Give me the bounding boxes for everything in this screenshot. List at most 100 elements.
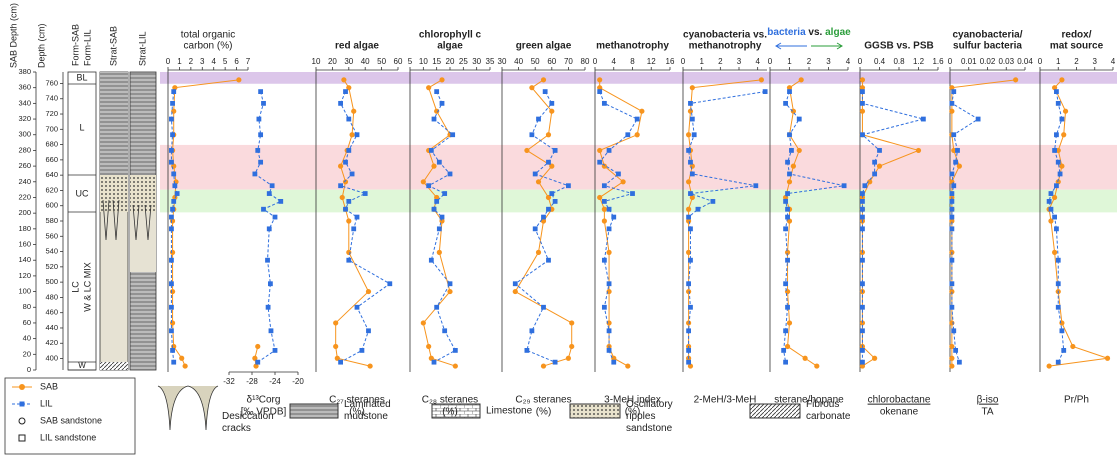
x-tick-label: 1.6: [932, 57, 944, 66]
sab-point: [170, 250, 175, 255]
lil-point: [787, 132, 792, 137]
lil-point: [566, 183, 571, 188]
lil-point: [872, 172, 877, 177]
sab-line: [952, 80, 1016, 366]
sab-point: [529, 85, 534, 90]
lil-point: [688, 258, 693, 263]
x-tick-label: 0.02: [980, 57, 996, 66]
figure: 0204060801001201401601802002202402602803…: [0, 0, 1117, 459]
lil-point: [951, 132, 956, 137]
x-tick-label: 0.4: [874, 57, 886, 66]
lil-point: [602, 199, 607, 204]
lil-point: [541, 215, 546, 220]
lil-point: [338, 183, 343, 188]
x-axis-label: C₂₉ steranes: [515, 395, 571, 406]
sab-point: [431, 164, 436, 169]
y2-tick-label: 680: [45, 140, 58, 149]
sab-point: [569, 320, 574, 325]
x-tick-label: 1: [1056, 57, 1061, 66]
y-tick-label: 260: [18, 161, 31, 170]
lil-point: [270, 183, 275, 188]
sab-point: [536, 250, 541, 255]
panel-title: sulfur bacteria: [953, 41, 1022, 52]
lil-point: [343, 207, 348, 212]
lil-point: [175, 191, 180, 196]
lil-point: [602, 101, 607, 106]
lil-point: [688, 226, 693, 231]
lil-point: [426, 183, 431, 188]
lil-point: [602, 258, 607, 263]
x-tick-label: 0.8: [893, 57, 905, 66]
lithology-legend: [5, 378, 800, 454]
formation-label: L: [79, 122, 84, 132]
sab-point: [791, 164, 796, 169]
lil-point: [432, 117, 437, 122]
lil-point: [1061, 348, 1066, 353]
legend-label: SAB sandstone: [40, 415, 102, 425]
x-tick-label: 1: [787, 57, 792, 66]
lil-point: [860, 191, 865, 196]
sab-point: [170, 320, 175, 325]
sab-point: [797, 148, 802, 153]
lil-point: [267, 191, 272, 196]
lil-line: [689, 92, 766, 363]
sab-point: [686, 320, 691, 325]
x-tick-label: 60: [394, 57, 403, 66]
lil-point: [1056, 305, 1061, 310]
lil-point: [553, 199, 558, 204]
sab-point: [183, 363, 188, 368]
x-tick-label: -32: [223, 377, 235, 386]
lithology-word: Desiccation: [222, 411, 274, 422]
lil-point: [783, 101, 788, 106]
lil-point: [265, 258, 270, 263]
y-tick-label: 240: [18, 177, 31, 186]
x-axis-label: β-iso: [977, 395, 999, 406]
lil-point: [434, 199, 439, 204]
lil-point: [862, 183, 867, 188]
lil-point: [255, 360, 260, 365]
sab-point: [536, 179, 541, 184]
sab-point: [333, 320, 338, 325]
lil-point: [607, 207, 612, 212]
x-axis-label: chlorobactane: [868, 395, 931, 406]
x-axis-label: TA: [981, 407, 993, 418]
lil-point: [171, 89, 176, 94]
x-tick-label: 0: [948, 57, 953, 66]
lil-point: [355, 215, 360, 220]
lithology-label: Desiccationcracks: [222, 411, 274, 434]
lil-point: [169, 258, 174, 263]
lil-line: [952, 92, 978, 363]
lil-point: [1056, 360, 1061, 365]
lil-point: [170, 132, 175, 137]
sab-point: [1105, 356, 1110, 361]
x-tick-label: 0: [768, 57, 773, 66]
y-tick-label: 300: [18, 130, 31, 139]
lil-point: [949, 226, 954, 231]
lil-point: [949, 199, 954, 204]
lil-point: [607, 281, 612, 286]
x-tick-label: 12: [647, 57, 656, 66]
y-tick-label: 380: [18, 67, 31, 76]
lil-point: [1056, 258, 1061, 263]
lil-point: [789, 148, 794, 153]
lil-point: [448, 281, 453, 286]
zone-band: [160, 145, 1117, 190]
lil-point: [442, 328, 447, 333]
lil-point: [258, 89, 263, 94]
x-axis-label: δ¹³Corg: [247, 395, 281, 406]
x-tick-label: 4: [612, 57, 617, 66]
panel-title: green algae: [516, 41, 572, 52]
lil-point: [797, 117, 802, 122]
lil-point: [976, 117, 981, 122]
lil-point: [860, 226, 865, 231]
x-tick-label: 10: [312, 57, 321, 66]
sab-point: [349, 132, 354, 137]
lil-point: [1056, 281, 1061, 286]
lil-point: [533, 172, 538, 177]
sab-point: [949, 356, 954, 361]
sab-point: [566, 356, 571, 361]
sab-point: [255, 344, 260, 349]
legend-label: LIL sandstone: [40, 432, 96, 442]
lil-point: [710, 199, 715, 204]
